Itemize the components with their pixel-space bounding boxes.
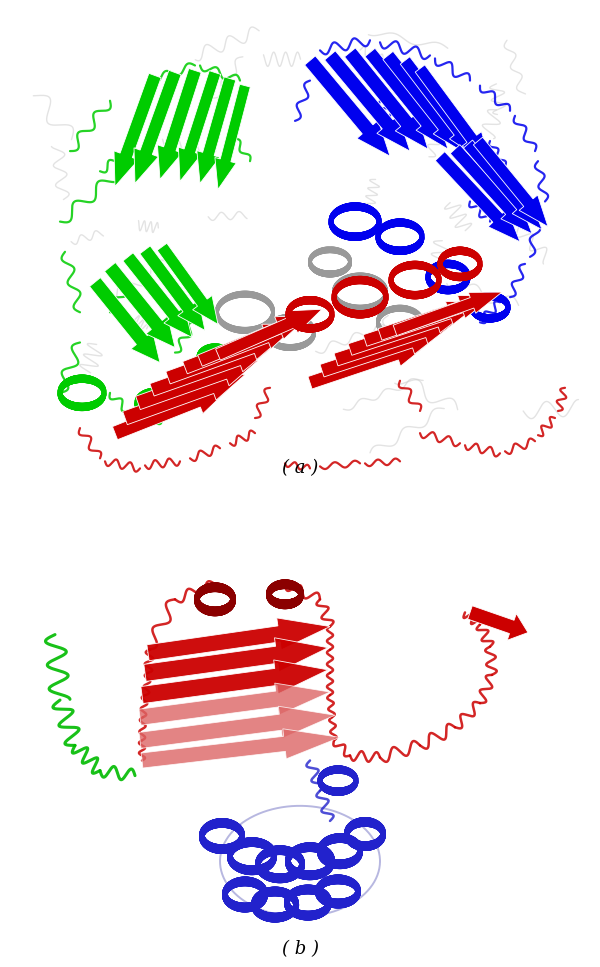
Polygon shape [104,262,175,347]
Polygon shape [197,77,236,184]
Polygon shape [89,278,160,363]
Polygon shape [325,51,410,151]
Polygon shape [468,605,528,640]
Polygon shape [112,388,230,440]
Text: ( b ): ( b ) [281,940,319,958]
Polygon shape [363,302,482,346]
Polygon shape [114,73,161,187]
Polygon shape [123,252,192,337]
Polygon shape [348,309,470,355]
Polygon shape [178,71,221,181]
Polygon shape [473,137,548,226]
Polygon shape [215,309,322,360]
Polygon shape [305,56,390,156]
Polygon shape [139,706,335,748]
Polygon shape [415,65,492,166]
Polygon shape [344,48,428,149]
Polygon shape [400,57,480,160]
Polygon shape [450,145,532,234]
Polygon shape [463,140,542,229]
Polygon shape [139,683,330,725]
Polygon shape [136,359,258,410]
Polygon shape [334,319,458,366]
Polygon shape [144,638,328,682]
Polygon shape [157,244,218,324]
Polygon shape [182,324,298,374]
Polygon shape [308,341,430,389]
Polygon shape [134,71,181,184]
Polygon shape [435,152,520,242]
Text: ( a ): ( a ) [282,459,318,478]
Polygon shape [157,69,201,179]
Polygon shape [198,315,310,366]
Polygon shape [215,84,250,190]
Polygon shape [378,295,493,340]
Polygon shape [150,347,272,396]
Polygon shape [122,373,245,425]
Polygon shape [393,292,502,336]
Polygon shape [320,329,445,377]
Polygon shape [365,48,448,149]
Polygon shape [383,51,465,153]
Polygon shape [140,246,205,331]
Polygon shape [147,618,330,660]
Polygon shape [141,659,328,704]
Polygon shape [166,335,285,384]
Polygon shape [141,729,340,768]
